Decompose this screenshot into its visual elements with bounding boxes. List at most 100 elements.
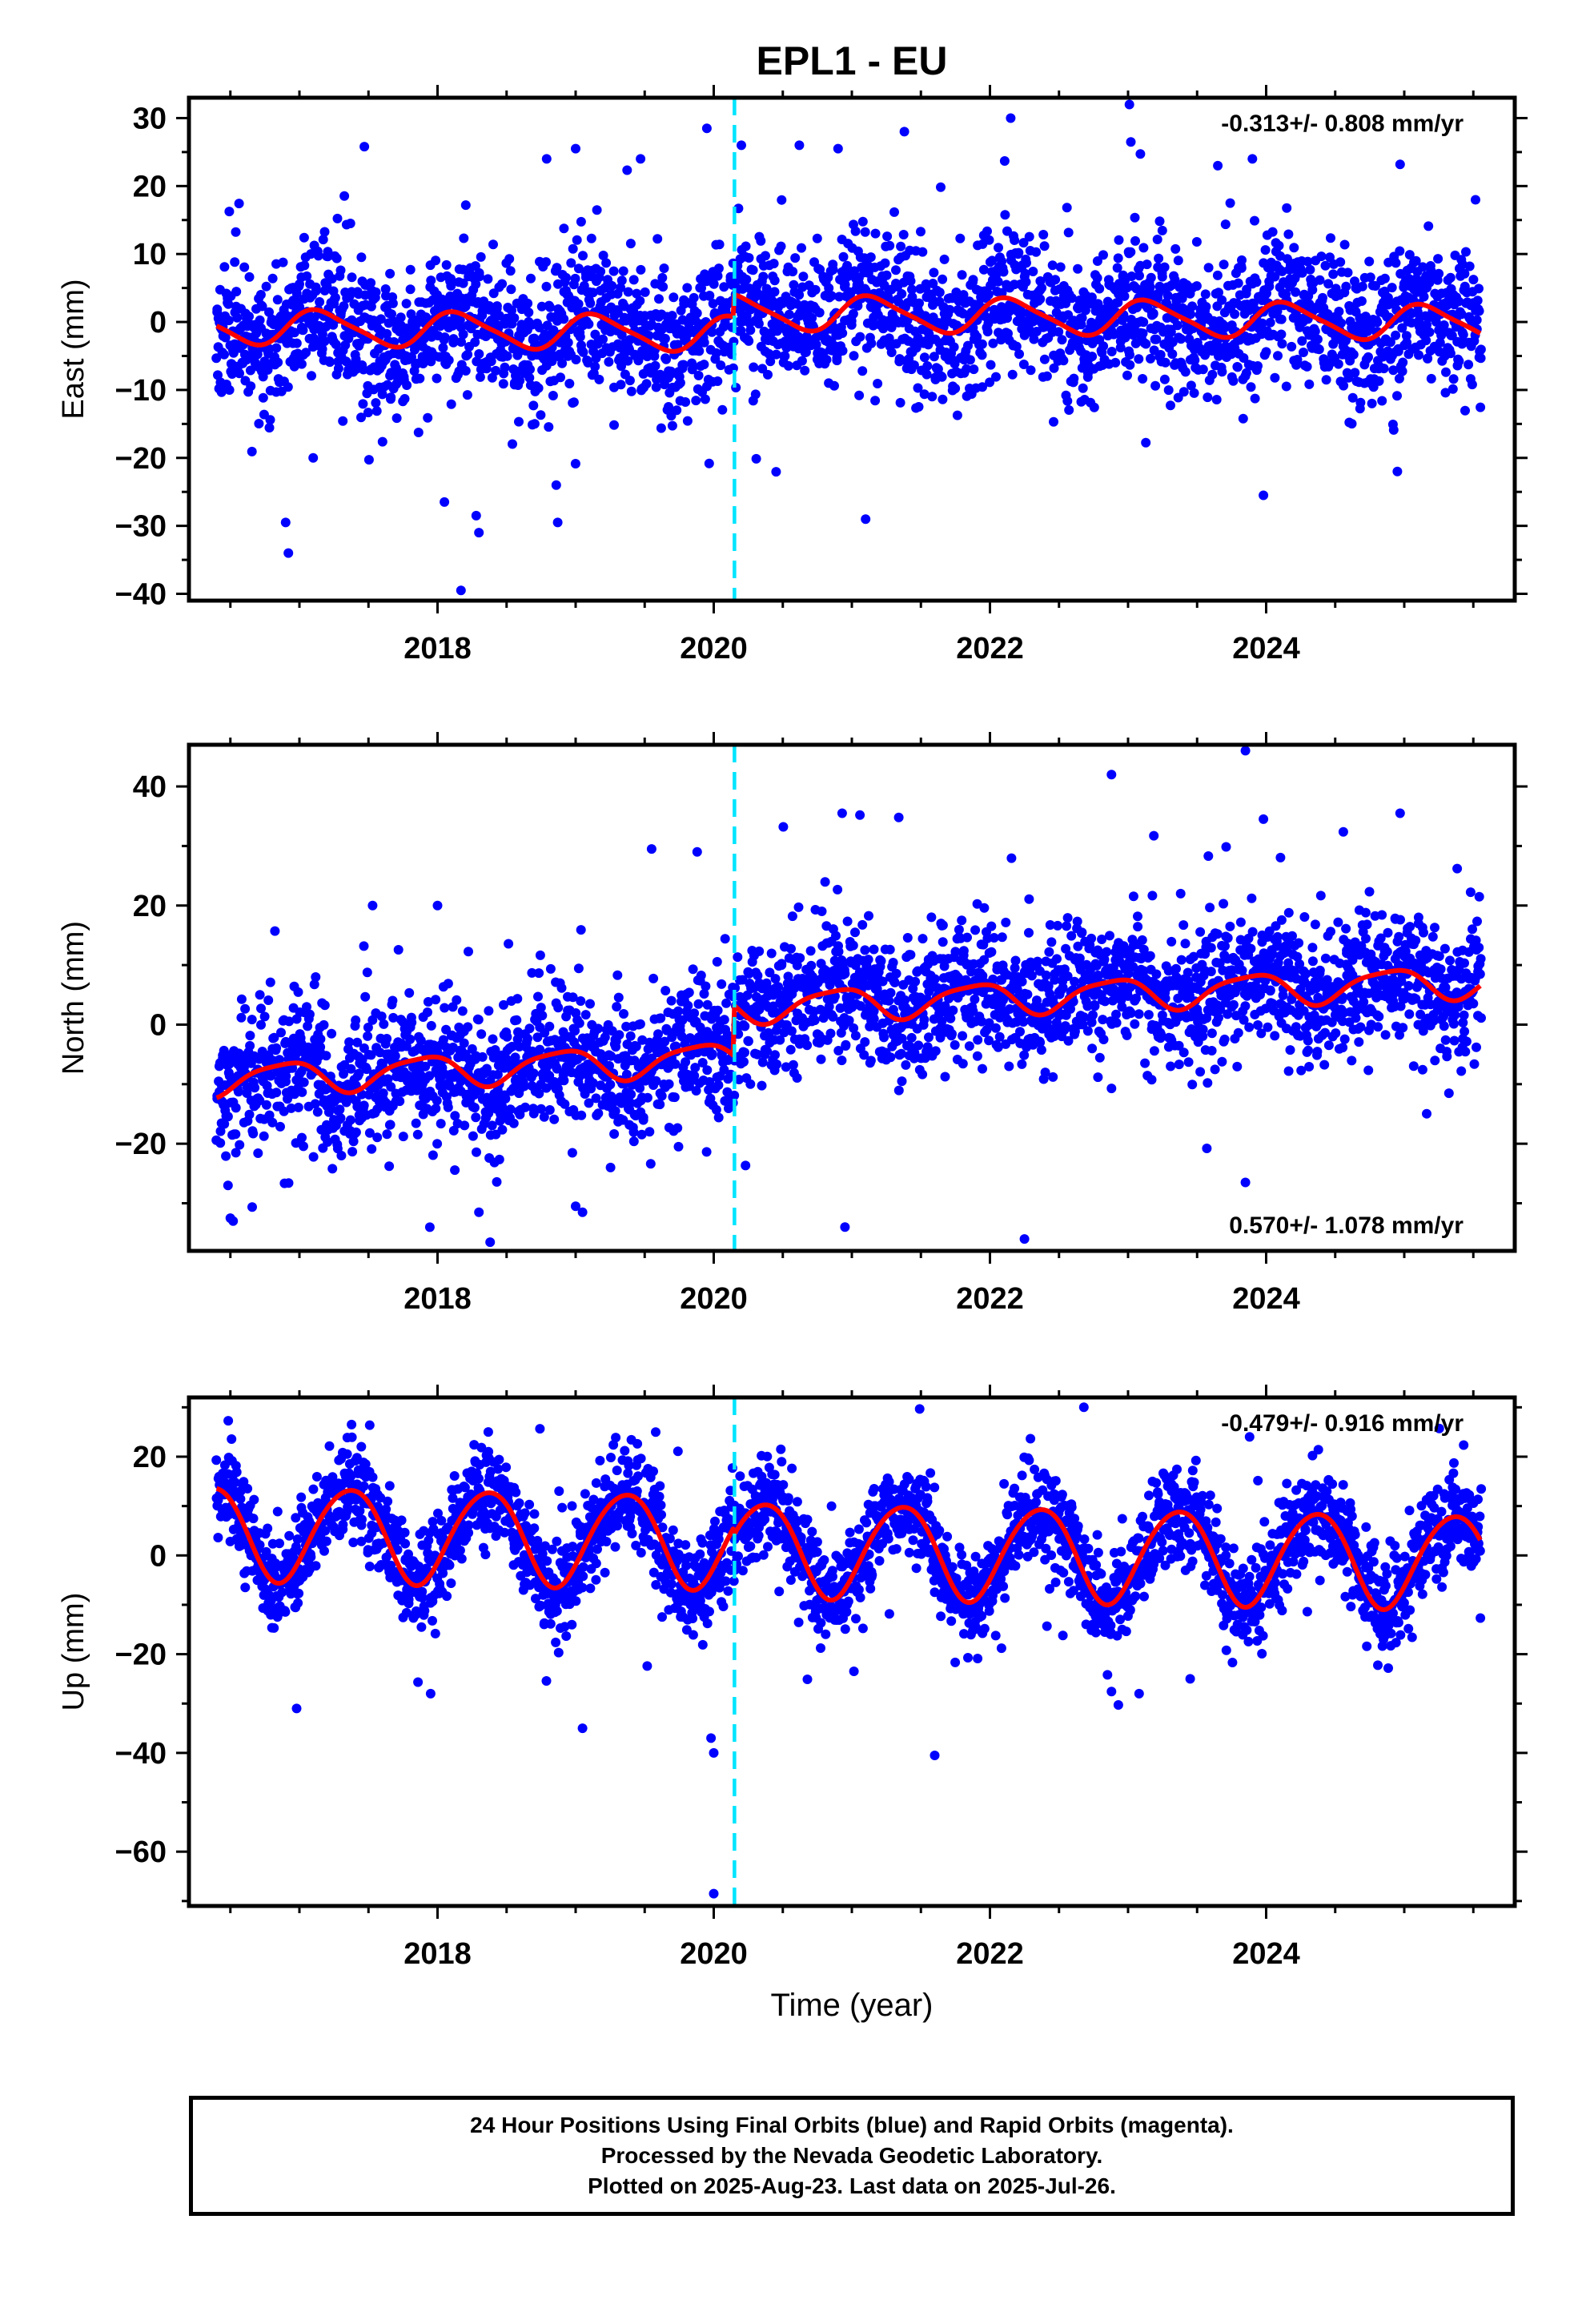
- east-data-point: [810, 284, 821, 295]
- east-data-point: [224, 207, 235, 217]
- east-data-point: [219, 349, 229, 360]
- east-data-point: [828, 264, 838, 275]
- east-data-point: [432, 373, 442, 384]
- north-data-point: [626, 1089, 636, 1100]
- east-data-point: [713, 376, 723, 386]
- east-data-point: [885, 240, 895, 251]
- east-data-point: [446, 399, 456, 409]
- east-data-point: [1007, 369, 1018, 380]
- east-data-point: [1228, 376, 1239, 386]
- north-data-point: [990, 1023, 1001, 1033]
- east-data-point: [548, 391, 558, 400]
- east-data-point: [1159, 262, 1170, 272]
- east-data-point: [1186, 309, 1195, 320]
- north-data-point: [308, 1152, 319, 1162]
- north-data-point: [512, 1015, 522, 1025]
- east-data-point: [654, 294, 664, 304]
- east-data-point: [1026, 365, 1036, 376]
- east-data-point: [264, 423, 275, 433]
- east-data-point: [1379, 273, 1390, 283]
- east-data-point: [1042, 371, 1052, 381]
- east-data-point: [1379, 364, 1389, 374]
- north-data-point: [1082, 1026, 1093, 1036]
- north-data-point: [359, 1100, 369, 1111]
- east-data-point: [459, 233, 469, 243]
- east-data-point: [506, 284, 516, 295]
- east-data-point: [1011, 341, 1022, 352]
- north-data-point: [917, 1069, 928, 1080]
- east-data-point: [1395, 246, 1405, 256]
- east-data-point: [1037, 283, 1047, 293]
- east-data-point: [356, 412, 366, 423]
- east-data-point: [1321, 375, 1331, 385]
- east-data-point: [919, 389, 930, 400]
- north-data-point: [840, 968, 850, 979]
- east-data-point: [1357, 281, 1367, 292]
- north-data-point: [265, 977, 275, 987]
- east-data-point: [548, 325, 559, 336]
- north-data-point: [283, 1178, 294, 1188]
- east-data-point: [692, 308, 702, 319]
- east-data-point: [916, 227, 926, 237]
- north-data-point: [452, 995, 462, 1005]
- north-data-point: [656, 1091, 667, 1101]
- east-data-point: [713, 263, 724, 274]
- east-data-point: [541, 281, 552, 292]
- north-data-point: [950, 947, 961, 957]
- east-data-point: [838, 251, 849, 262]
- east-data-point: [697, 283, 706, 293]
- east-data-point: [458, 329, 468, 340]
- east-data-point: [1092, 273, 1102, 283]
- east-data-point: [623, 356, 633, 366]
- east-data-point: [640, 287, 650, 297]
- east-outlier-point: [359, 142, 370, 152]
- north-data-point: [423, 1007, 432, 1017]
- east-data-point: [957, 270, 967, 280]
- east-data-point: [446, 281, 456, 291]
- east-data-point: [1476, 344, 1486, 355]
- east-data-point: [502, 351, 512, 361]
- east-data-point: [1241, 368, 1251, 378]
- east-data-point: [498, 379, 508, 389]
- east-data-point: [1049, 416, 1058, 427]
- north-data-point: [233, 1087, 243, 1097]
- east-data-point: [1270, 372, 1280, 383]
- north-data-point: [950, 1039, 960, 1050]
- north-data-point: [393, 945, 404, 955]
- north-data-point: [889, 977, 900, 987]
- east-data-point: [1435, 337, 1445, 348]
- east-outlier-point: [794, 140, 805, 151]
- east-data-point: [994, 243, 1003, 253]
- north-data-point: [938, 920, 948, 931]
- east-outlier-point: [571, 143, 580, 154]
- east-data-point: [784, 309, 794, 320]
- east-data-point: [929, 267, 939, 278]
- east-data-point: [1314, 344, 1324, 355]
- north-data-point: [215, 1126, 226, 1136]
- north-data-point: [387, 995, 398, 1006]
- east-data-point: [1407, 318, 1417, 328]
- north-data-point: [335, 1113, 346, 1124]
- east-data-point: [415, 373, 425, 384]
- east-data-point: [1093, 299, 1103, 309]
- east-data-point: [1476, 353, 1486, 364]
- east-data-point: [563, 337, 573, 348]
- east-data-point: [1154, 216, 1165, 227]
- east-data-point: [761, 251, 770, 261]
- east-data-point: [854, 390, 865, 400]
- north-data-point: [1062, 913, 1073, 923]
- east-data-point: [1126, 271, 1137, 281]
- north-data-point: [689, 1008, 700, 1019]
- north-data-point: [363, 1031, 373, 1041]
- east-data-point: [1460, 268, 1470, 279]
- east-data-point: [713, 271, 723, 281]
- east-data-point: [1246, 382, 1256, 392]
- east-outlier-point: [701, 123, 712, 134]
- north-data-point: [772, 1059, 782, 1069]
- east-data-point: [1367, 398, 1377, 408]
- north-data-point: [319, 1000, 330, 1011]
- east-data-point: [937, 372, 947, 382]
- east-data-point: [254, 419, 264, 428]
- east-data-point: [741, 241, 751, 251]
- east-data-point: [311, 282, 321, 292]
